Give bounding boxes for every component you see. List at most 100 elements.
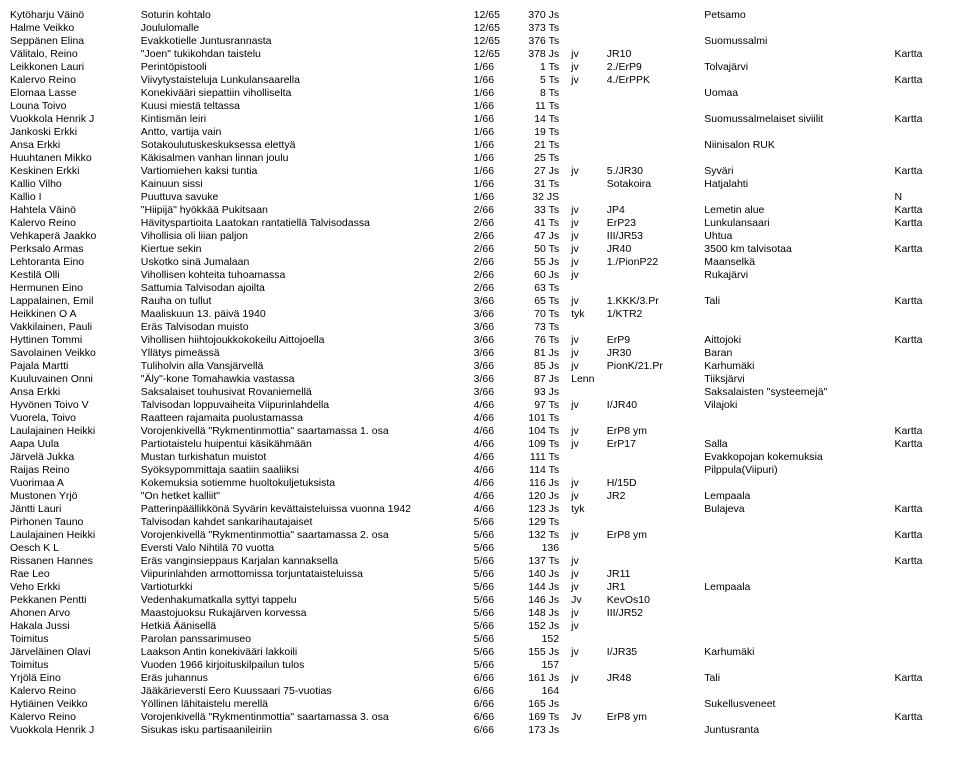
cell-c2: 5/66 — [472, 567, 517, 580]
cell-c1: Rauha on tullut — [139, 294, 472, 307]
table-row: Rissanen HannesEräs vanginsieppaus Karja… — [8, 554, 952, 567]
cell-c2: 2/66 — [472, 229, 517, 242]
cell-c0: Hermunen Eino — [8, 281, 139, 294]
cell-c6 — [702, 151, 892, 164]
cell-c7: Kartta — [892, 333, 952, 346]
cell-c1: Talvisodan kahdet sankarihautajaiset — [139, 515, 472, 528]
cell-c6: Maanselkä — [702, 255, 892, 268]
cell-c2: 12/65 — [472, 21, 517, 34]
cell-c2: 3/66 — [472, 346, 517, 359]
table-row: Hyttinen TommiVihollisen hiihtojoukkokok… — [8, 333, 952, 346]
cell-c0: Yrjölä Eino — [8, 671, 139, 684]
cell-c6: Tiiksjärvi — [702, 372, 892, 385]
cell-c7 — [892, 723, 952, 736]
cell-c3: 148 Js — [517, 606, 569, 619]
cell-c5 — [605, 34, 702, 47]
cell-c4: jv — [569, 164, 605, 177]
cell-c3: 32 JS — [517, 190, 569, 203]
cell-c4: tyk — [569, 502, 605, 515]
cell-c0: Raijas Reino — [8, 463, 139, 476]
cell-c3: 123 Js — [517, 502, 569, 515]
cell-c6: 3500 km talvisotaa — [702, 242, 892, 255]
cell-c0: Kytöharju Väinö — [8, 8, 139, 21]
cell-c0: Pirhonen Tauno — [8, 515, 139, 528]
cell-c0: Kuuluvainen Onni — [8, 372, 139, 385]
cell-c1: Vorojenkivellä "Rykmentinmottia" saartam… — [139, 424, 472, 437]
cell-c4: jv — [569, 47, 605, 60]
cell-c1: Sotakoulutuskeskuksessa elettyä — [139, 138, 472, 151]
cell-c1: Partiotaistelu huipentui käsikähmään — [139, 437, 472, 450]
cell-c6 — [702, 320, 892, 333]
cell-c6: Saksalaisten "systeemejä" — [702, 385, 892, 398]
table-row: Kalervo ReinoJääkärieversti Eero Kuussaa… — [8, 684, 952, 697]
table-row: Jäntti LauriPatterinpäällikkönä Syvärin … — [8, 502, 952, 515]
cell-c4 — [569, 658, 605, 671]
cell-c4 — [569, 411, 605, 424]
table-row: Vuokkola Henrik JSisukas isku partisaani… — [8, 723, 952, 736]
cell-c6: Tolvajärvi — [702, 60, 892, 73]
cell-c4 — [569, 697, 605, 710]
cell-c0: Veho Erkki — [8, 580, 139, 593]
cell-c4: jv — [569, 346, 605, 359]
cell-c3: 27 Js — [517, 164, 569, 177]
cell-c1: Vorojenkivellä "Rykmentinmottia" saartam… — [139, 710, 472, 723]
cell-c1: "Äly"-kone Tomahawkia vastassa — [139, 372, 472, 385]
table-row: Järvelä JukkaMustan turkishatun muistot4… — [8, 450, 952, 463]
cell-c1: Maaliskuun 13. päivä 1940 — [139, 307, 472, 320]
cell-c1: Sisukas isku partisaanileiriin — [139, 723, 472, 736]
cell-c6: Uomaa — [702, 86, 892, 99]
cell-c4: jv — [569, 437, 605, 450]
cell-c3: 55 Js — [517, 255, 569, 268]
table-row: Hermunen EinoSattumia Talvisodan ajoilta… — [8, 281, 952, 294]
cell-c0: Toimitus — [8, 632, 139, 645]
cell-c2: 3/66 — [472, 372, 517, 385]
cell-c1: Eräs vanginsieppaus Karjalan kannaksella — [139, 554, 472, 567]
cell-c7 — [892, 307, 952, 320]
cell-c1: Puuttuva savuke — [139, 190, 472, 203]
cell-c7 — [892, 398, 952, 411]
cell-c1: Mustan turkishatun muistot — [139, 450, 472, 463]
cell-c5 — [605, 697, 702, 710]
cell-c4: jv — [569, 567, 605, 580]
cell-c6 — [702, 541, 892, 554]
cell-c0: Järveläinen Olavi — [8, 645, 139, 658]
cell-c1: Käkisalmen vanhan linnan joulu — [139, 151, 472, 164]
cell-c2: 4/66 — [472, 437, 517, 450]
cell-c6: Syväri — [702, 164, 892, 177]
cell-c4: jv — [569, 398, 605, 411]
cell-c5 — [605, 21, 702, 34]
cell-c3: 50 Ts — [517, 242, 569, 255]
cell-c5: Sotakoira — [605, 177, 702, 190]
cell-c4 — [569, 138, 605, 151]
cell-c6: Uhtua — [702, 229, 892, 242]
cell-c3: 120 Js — [517, 489, 569, 502]
cell-c0: Hyvönen Toivo V — [8, 398, 139, 411]
cell-c5 — [605, 502, 702, 515]
cell-c5 — [605, 190, 702, 203]
cell-c6 — [702, 476, 892, 489]
cell-c4 — [569, 190, 605, 203]
cell-c2: 6/66 — [472, 697, 517, 710]
cell-c2: 12/65 — [472, 8, 517, 21]
table-row: Heikkinen O AMaaliskuun 13. päivä 19403/… — [8, 307, 952, 320]
cell-c1: "On hetket kalliit" — [139, 489, 472, 502]
cell-c7 — [892, 463, 952, 476]
cell-c7 — [892, 411, 952, 424]
cell-c4: jv — [569, 255, 605, 268]
cell-c5 — [605, 372, 702, 385]
cell-c2: 12/65 — [472, 47, 517, 60]
cell-c6 — [702, 307, 892, 320]
cell-c7 — [892, 632, 952, 645]
cell-c2: 12/65 — [472, 34, 517, 47]
cell-c7: Kartta — [892, 528, 952, 541]
cell-c7 — [892, 658, 952, 671]
cell-c3: 165 Js — [517, 697, 569, 710]
cell-c4 — [569, 99, 605, 112]
table-row: Kestilä OlliVihollisen kohteita tuhoamas… — [8, 268, 952, 281]
cell-c1: Syöksypommittaja saatiin saaliiksi — [139, 463, 472, 476]
cell-c0: Aapa Uula — [8, 437, 139, 450]
cell-c2: 5/66 — [472, 658, 517, 671]
cell-c0: Laulajainen Heikki — [8, 528, 139, 541]
cell-c1: Vartioturkki — [139, 580, 472, 593]
cell-c3: 41 Ts — [517, 216, 569, 229]
